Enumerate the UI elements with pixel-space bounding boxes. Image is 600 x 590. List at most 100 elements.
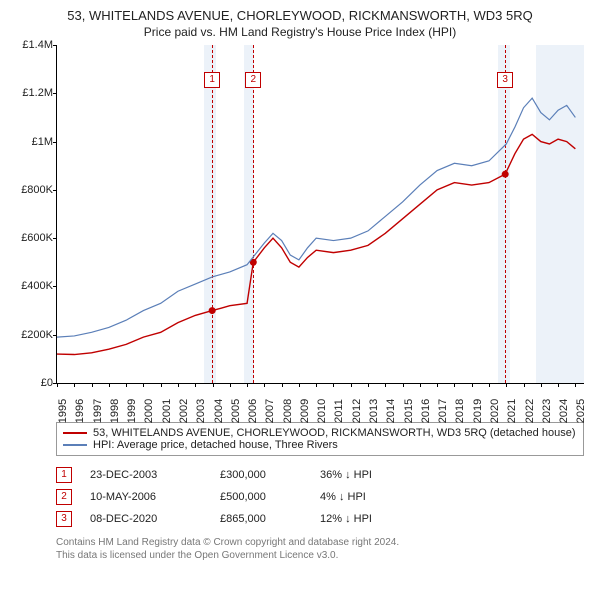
x-tick	[472, 383, 473, 387]
legend-item: HPI: Average price, detached house, Thre…	[63, 439, 577, 451]
x-tick-label: 1995	[57, 399, 69, 423]
x-tick-label: 2001	[161, 399, 173, 423]
x-tick	[161, 383, 162, 387]
x-tick-label: 2022	[524, 399, 536, 423]
x-tick-label: 2000	[143, 399, 155, 423]
legend-item: 53, WHITELANDS AVENUE, CHORLEYWOOD, RICK…	[63, 427, 577, 439]
series-marker-dot	[502, 171, 509, 178]
transaction-diff: 12% ↓ HPI	[320, 513, 430, 525]
chart-plot-area: £0£200K£400K£600K£800K£1M£1.2M£1.4M19951…	[56, 45, 584, 384]
y-tick-label: £800K	[21, 184, 53, 196]
x-tick-label: 2021	[506, 399, 518, 423]
x-tick-label: 2002	[178, 399, 190, 423]
footer-attribution: Contains HM Land Registry data © Crown c…	[56, 536, 588, 562]
x-tick-label: 2017	[437, 399, 449, 423]
x-tick-label: 2011	[333, 399, 345, 423]
x-tick	[524, 383, 525, 387]
legend-label: HPI: Average price, detached house, Thre…	[93, 439, 338, 451]
x-tick	[178, 383, 179, 387]
x-tick-label: 2025	[575, 399, 587, 423]
x-tick-label: 2003	[195, 399, 207, 423]
transaction-price: £865,000	[220, 513, 320, 525]
transaction-badge: 1	[56, 467, 72, 483]
x-tick	[282, 383, 283, 387]
x-tick-label: 1997	[92, 399, 104, 423]
x-tick-label: 2013	[368, 399, 380, 423]
x-tick	[195, 383, 196, 387]
transaction-row: 2 10-MAY-2006£500,0004% ↓ HPI	[56, 486, 588, 508]
x-tick	[558, 383, 559, 387]
y-tick-label: £0	[41, 377, 53, 389]
x-tick	[541, 383, 542, 387]
transaction-diff: 36% ↓ HPI	[320, 469, 430, 481]
chart-svg	[57, 45, 584, 383]
x-tick	[230, 383, 231, 387]
x-tick-label: 2012	[351, 399, 363, 423]
legend-label: 53, WHITELANDS AVENUE, CHORLEYWOOD, RICK…	[93, 427, 576, 439]
transaction-price: £500,000	[220, 491, 320, 503]
x-tick-label: 2009	[299, 399, 311, 423]
x-tick-label: 2005	[230, 399, 242, 423]
legend-swatch	[63, 432, 87, 434]
series-line-blue	[57, 98, 575, 337]
x-tick	[403, 383, 404, 387]
y-tick-label: £1.2M	[22, 87, 53, 99]
x-tick-label: 2004	[213, 399, 225, 423]
footer-line-2: This data is licensed under the Open Gov…	[56, 549, 588, 562]
legend: 53, WHITELANDS AVENUE, CHORLEYWOOD, RICK…	[56, 422, 584, 456]
x-tick	[351, 383, 352, 387]
series-line-red	[57, 134, 575, 354]
chart-container: { "title": "53, WHITELANDS AVENUE, CHORL…	[0, 0, 600, 590]
x-tick	[74, 383, 75, 387]
x-tick-label: 2010	[316, 399, 328, 423]
x-tick	[213, 383, 214, 387]
x-tick-label: 2024	[558, 399, 570, 423]
x-tick-label: 2018	[454, 399, 466, 423]
chart-subtitle: Price paid vs. HM Land Registry's House …	[12, 25, 588, 39]
x-tick	[506, 383, 507, 387]
transaction-date: 23-DEC-2003	[90, 469, 220, 481]
x-tick	[489, 383, 490, 387]
transaction-row: 3 08-DEC-2020£865,00012% ↓ HPI	[56, 508, 588, 530]
y-tick-label: £1M	[32, 136, 53, 148]
x-tick-label: 2014	[385, 399, 397, 423]
x-tick-label: 1999	[126, 399, 138, 423]
transaction-diff: 4% ↓ HPI	[320, 491, 430, 503]
x-tick	[109, 383, 110, 387]
x-tick	[420, 383, 421, 387]
x-tick-label: 2023	[541, 399, 553, 423]
x-tick-label: 2008	[282, 399, 294, 423]
x-tick	[437, 383, 438, 387]
transaction-row: 1 23-DEC-2003£300,00036% ↓ HPI	[56, 464, 588, 486]
transaction-date: 10-MAY-2006	[90, 491, 220, 503]
series-marker-dot	[209, 307, 216, 314]
x-tick	[454, 383, 455, 387]
transaction-badge: 3	[56, 511, 72, 527]
x-tick-label: 2019	[472, 399, 484, 423]
y-tick-label: £200K	[21, 329, 53, 341]
x-tick	[92, 383, 93, 387]
x-tick	[368, 383, 369, 387]
transactions-table: 1 23-DEC-2003£300,00036% ↓ HPI 2 10-MAY-200…	[56, 464, 588, 530]
x-tick	[299, 383, 300, 387]
x-tick-label: 2006	[247, 399, 259, 423]
footer-line-1: Contains HM Land Registry data © Crown c…	[56, 536, 588, 549]
y-tick-label: £1.4M	[22, 39, 53, 51]
x-tick-label: 2015	[403, 399, 415, 423]
transaction-price: £300,000	[220, 469, 320, 481]
x-tick	[57, 383, 58, 387]
x-tick-label: 1998	[109, 399, 121, 423]
transaction-date: 08-DEC-2020	[90, 513, 220, 525]
x-tick	[385, 383, 386, 387]
x-tick	[333, 383, 334, 387]
chart-title: 53, WHITELANDS AVENUE, CHORLEYWOOD, RICK…	[12, 8, 588, 23]
x-tick	[316, 383, 317, 387]
transaction-badge: 2	[56, 489, 72, 505]
x-tick-label: 1996	[74, 399, 86, 423]
x-tick-label: 2016	[420, 399, 432, 423]
y-tick-label: £600K	[21, 232, 53, 244]
x-tick	[126, 383, 127, 387]
x-tick-label: 2007	[264, 399, 276, 423]
x-tick	[575, 383, 576, 387]
x-tick	[264, 383, 265, 387]
